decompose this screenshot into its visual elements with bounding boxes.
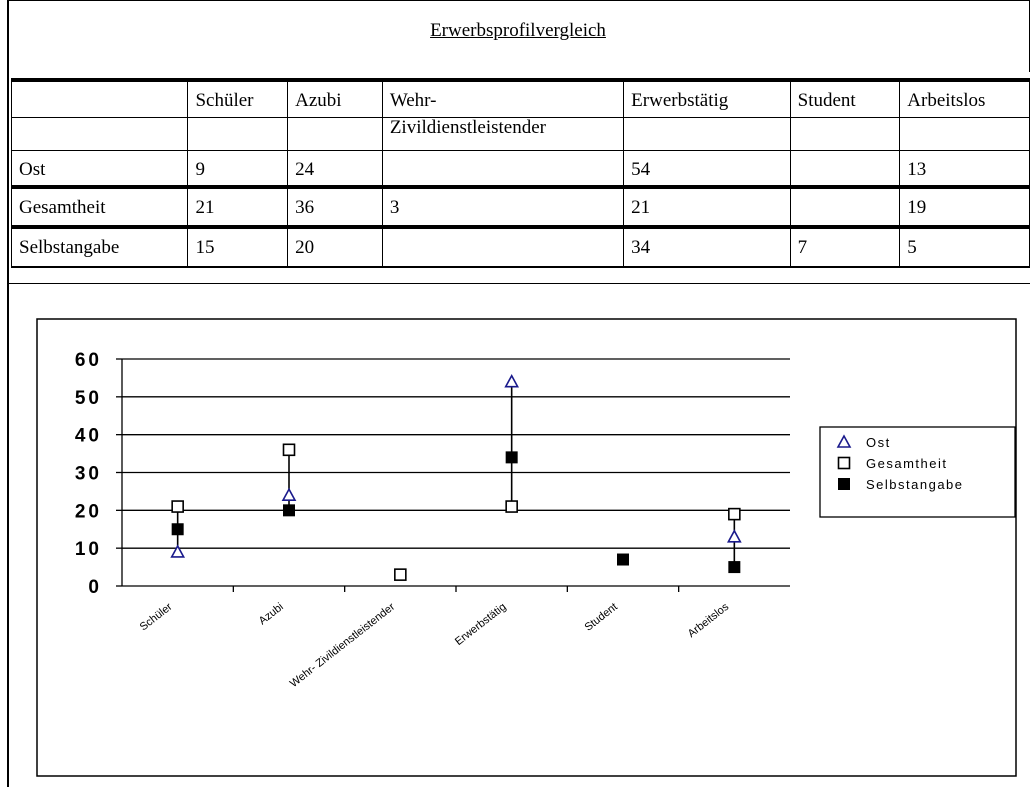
y-tick-label: 30 <box>75 464 102 485</box>
point-ost <box>281 487 297 502</box>
table-cell: 5 <box>899 225 1030 268</box>
subrow-cell <box>287 116 383 150</box>
table-cell <box>381 225 625 268</box>
header-cell-wehr: Wehr- <box>381 78 625 117</box>
point-selbstangabe <box>171 523 184 536</box>
y-tick-label: 10 <box>75 539 102 560</box>
point-gesamtheit <box>282 443 296 457</box>
point-gesamtheit <box>728 507 741 521</box>
point-selbstangabe <box>617 553 629 566</box>
x-tick-label: Erwerbstätig <box>453 601 509 648</box>
point-gesamtheit <box>171 500 184 513</box>
table-cell <box>789 185 901 227</box>
subrow-cell <box>899 116 1030 150</box>
table-cell: 9 <box>187 149 289 187</box>
table-header-subrow: Zivildienstleistender <box>10 116 1030 150</box>
point-selbstangabe <box>283 504 295 517</box>
header-cell-student: Student <box>789 78 901 117</box>
legend-label: Gesamtheit <box>866 456 947 471</box>
table-cell: 34 <box>623 225 791 268</box>
x-tick-label: Arbeitslos <box>686 601 732 640</box>
table-cell: 15 <box>187 225 289 268</box>
table-cell: 24 <box>287 149 383 187</box>
x-tick-label: Wehr- Zivildienstleistender <box>288 601 398 690</box>
legend-marker-gesamtheit <box>837 456 851 470</box>
subrow-cell <box>623 116 791 150</box>
subrow-cell <box>789 116 901 150</box>
table-cell: 36 <box>287 185 383 227</box>
row-label: Selbstangabe <box>10 225 189 268</box>
y-tick-label: 60 <box>75 350 102 371</box>
point-ost <box>726 529 742 543</box>
x-tick-label: Schüler <box>138 601 175 634</box>
table-cell: 21 <box>623 185 791 227</box>
chart-frame <box>36 318 1017 777</box>
subrow-cell <box>187 116 289 150</box>
subrow-cell <box>10 116 189 150</box>
header-cell-empty <box>10 78 189 117</box>
table-row: Gesamtheit 21 36 3 21 19 <box>10 185 1030 227</box>
legend-box <box>819 426 1016 518</box>
header-cell-arbeitslos: Arbeitslos <box>899 78 1030 117</box>
table-row: Ost 9 24 54 13 <box>10 149 1030 187</box>
data-table: Schüler Azubi Wehr- Erwerbstätig Student… <box>10 78 1030 268</box>
table-header-row: Schüler Azubi Wehr- Erwerbstätig Student… <box>10 78 1030 117</box>
point-gesamtheit <box>394 568 407 581</box>
chart-section-top-border <box>8 283 1030 284</box>
header-cell-erwerbstaetig: Erwerbstätig <box>623 78 791 117</box>
point-selbstangabe <box>505 451 518 464</box>
x-tick-label: Student <box>583 601 620 634</box>
y-tick-label: 20 <box>75 501 102 522</box>
point-ost <box>170 544 186 558</box>
table-cell: 13 <box>899 149 1030 187</box>
header-cell-azubi: Azubi <box>287 78 383 117</box>
row-label: Ost <box>10 149 189 187</box>
table-row: Selbstangabe 15 20 34 7 5 <box>10 225 1030 268</box>
table-cell: 20 <box>287 225 383 268</box>
point-selbstangabe <box>728 561 741 574</box>
y-tick-label: 0 <box>88 577 102 598</box>
legend-label: Selbstangabe <box>866 477 964 492</box>
legend-label: Ost <box>866 435 891 450</box>
y-tick-label: 40 <box>75 426 102 447</box>
table-cell: 19 <box>899 185 1030 227</box>
page-left-border <box>7 0 9 787</box>
header-cell-schueler: Schüler <box>187 78 289 117</box>
x-tick-label: Azubi <box>257 601 286 627</box>
table-cell: 3 <box>381 185 625 227</box>
table-cell: 54 <box>623 149 791 187</box>
point-gesamtheit <box>505 500 518 513</box>
header-cell-wehr-line2: Zivildienstleistender <box>381 116 625 150</box>
table-cell <box>789 149 901 187</box>
table-cell <box>381 149 625 187</box>
point-ost <box>504 374 520 388</box>
row-label: Gesamtheit <box>10 185 189 227</box>
page-title: Erwerbsprofilvergleich <box>430 20 606 41</box>
legend-marker-selbstangabe <box>838 478 850 490</box>
legend-marker-ost <box>836 434 852 448</box>
y-tick-label: 50 <box>75 388 102 409</box>
table-cell: 21 <box>187 185 289 227</box>
